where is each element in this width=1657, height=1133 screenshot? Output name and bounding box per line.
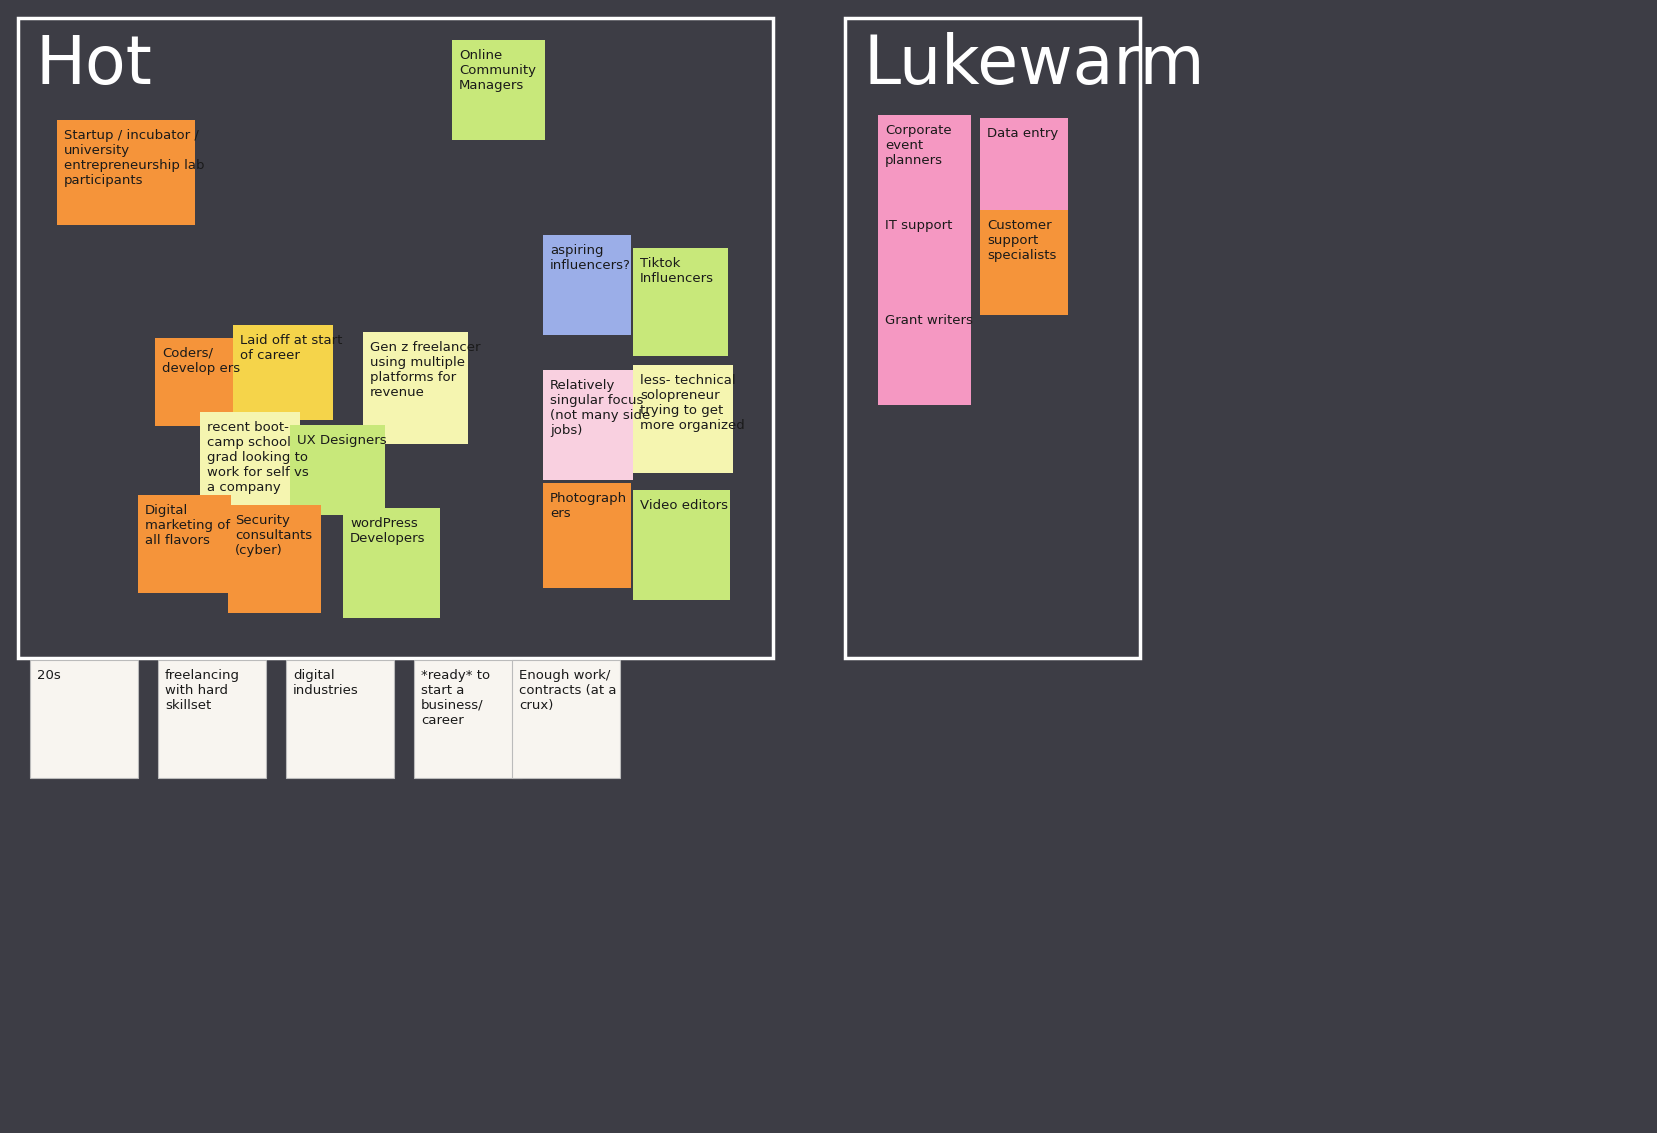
FancyBboxPatch shape [290, 425, 384, 516]
Text: IT support: IT support [885, 219, 951, 232]
FancyBboxPatch shape [452, 40, 545, 140]
Text: Relatively
singular focus
(not many side
jobs): Relatively singular focus (not many side… [550, 380, 650, 437]
FancyBboxPatch shape [633, 365, 732, 472]
FancyBboxPatch shape [633, 489, 729, 600]
Text: Photograph
ers: Photograph ers [550, 492, 626, 520]
FancyBboxPatch shape [154, 338, 244, 426]
Text: Coders/
develop ers: Coders/ develop ers [162, 347, 240, 375]
FancyBboxPatch shape [979, 118, 1067, 213]
FancyBboxPatch shape [30, 661, 138, 778]
FancyBboxPatch shape [343, 508, 439, 617]
FancyBboxPatch shape [979, 210, 1067, 315]
Text: Lukewarm: Lukewarm [863, 32, 1203, 97]
Text: Startup / incubator /
university
entrepreneurship lab
participants: Startup / incubator / university entrepr… [65, 129, 204, 187]
FancyBboxPatch shape [512, 661, 620, 778]
Text: Security
consultants
(cyber): Security consultants (cyber) [235, 514, 312, 557]
Text: Laid off at start
of career: Laid off at start of career [240, 334, 341, 363]
FancyBboxPatch shape [543, 370, 633, 480]
FancyBboxPatch shape [878, 116, 971, 215]
FancyBboxPatch shape [285, 661, 394, 778]
Text: Grant writers: Grant writers [885, 314, 973, 327]
FancyBboxPatch shape [234, 325, 333, 420]
Text: Data entry: Data entry [986, 127, 1057, 140]
FancyBboxPatch shape [414, 661, 522, 778]
FancyBboxPatch shape [157, 661, 265, 778]
Text: Gen z freelancer
using multiple
platforms for
revenue: Gen z freelancer using multiple platform… [370, 341, 481, 399]
Text: Customer
support
specialists: Customer support specialists [986, 219, 1056, 262]
FancyBboxPatch shape [878, 305, 971, 404]
FancyBboxPatch shape [18, 18, 772, 658]
Text: Corporate
event
planners: Corporate event planners [885, 123, 951, 167]
Text: digital
industries: digital industries [293, 668, 358, 697]
FancyBboxPatch shape [633, 248, 727, 356]
Text: Digital
marketing of
all flavors: Digital marketing of all flavors [144, 504, 230, 547]
Text: UX Designers: UX Designers [297, 434, 386, 448]
Text: Video editors: Video editors [640, 499, 727, 512]
FancyBboxPatch shape [229, 505, 321, 613]
FancyBboxPatch shape [543, 483, 631, 588]
FancyBboxPatch shape [878, 210, 971, 305]
Text: recent boot-
camp school
grad looking to
work for self vs
a company: recent boot- camp school grad looking to… [207, 421, 308, 494]
Text: 20s: 20s [36, 668, 61, 682]
Text: wordPress
Developers: wordPress Developers [350, 517, 426, 545]
FancyBboxPatch shape [200, 412, 300, 537]
Text: aspiring
influencers?: aspiring influencers? [550, 244, 631, 272]
FancyBboxPatch shape [138, 495, 230, 593]
Text: less- technical
solopreneur
trying to get
more organized: less- technical solopreneur trying to ge… [640, 374, 744, 432]
FancyBboxPatch shape [543, 235, 631, 335]
Text: Hot: Hot [36, 32, 152, 97]
Text: freelancing
with hard
skillset: freelancing with hard skillset [166, 668, 240, 712]
Text: Online
Community
Managers: Online Community Managers [459, 49, 535, 92]
FancyBboxPatch shape [56, 120, 196, 225]
FancyBboxPatch shape [363, 332, 467, 444]
Text: Tiktok
Influencers: Tiktok Influencers [640, 257, 714, 286]
Text: *ready* to
start a
business/
career: *ready* to start a business/ career [421, 668, 490, 727]
FancyBboxPatch shape [845, 18, 1140, 658]
Text: Enough work/
contracts (at a
crux): Enough work/ contracts (at a crux) [519, 668, 616, 712]
